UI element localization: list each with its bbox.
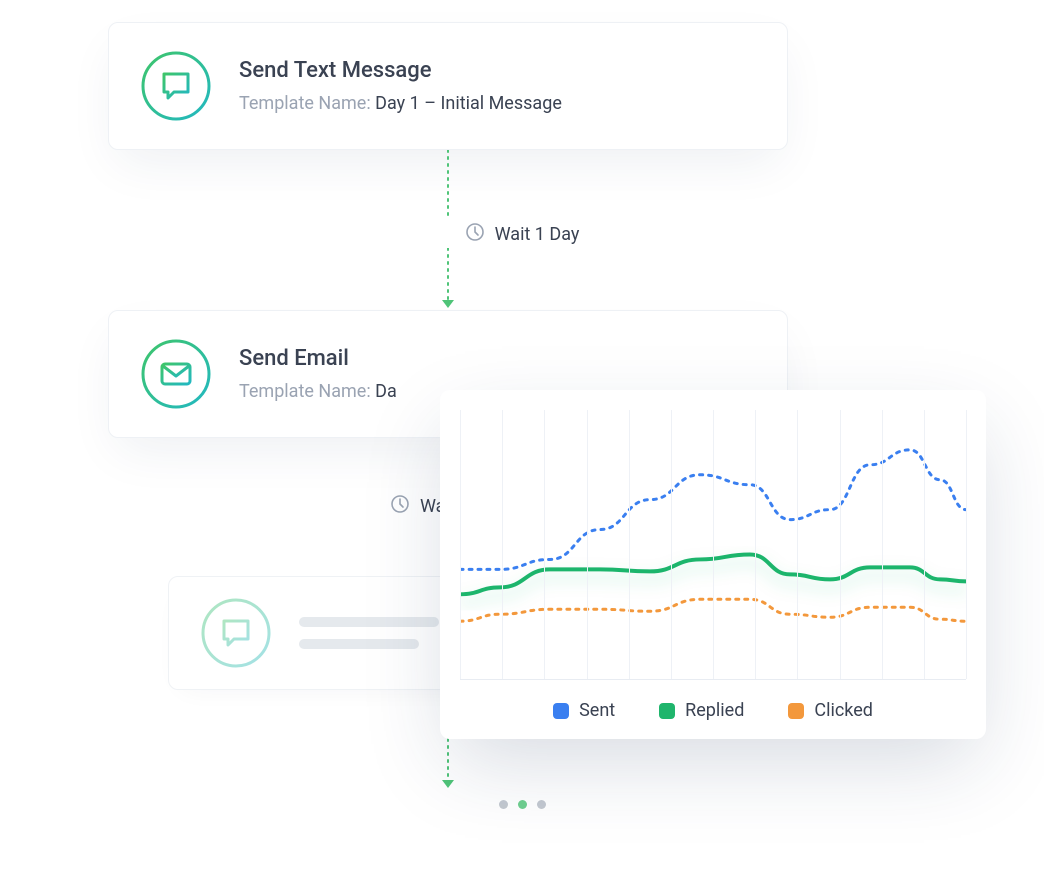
placeholder-line [299, 617, 439, 627]
step-template: Template Name: Da [239, 381, 397, 402]
more-indicator [0, 800, 1044, 809]
legend-swatch [553, 703, 569, 719]
step-template: Template Name: Day 1 – Initial Message [239, 93, 562, 114]
legend-item[interactable]: Sent [553, 700, 615, 721]
legend-swatch [788, 703, 804, 719]
connector [441, 150, 455, 218]
legend-item[interactable]: Replied [659, 700, 744, 721]
message-icon [141, 51, 211, 121]
message-icon [201, 598, 271, 668]
legend-swatch [659, 703, 675, 719]
wait-step: Wait 1 Day [0, 222, 1044, 246]
placeholder-line [299, 639, 419, 649]
clock-icon [465, 222, 485, 246]
line-chart [460, 410, 966, 680]
legend-label: Sent [579, 700, 615, 721]
clock-icon [390, 494, 410, 518]
wait-label: Wait 1 Day [495, 224, 580, 245]
legend-label: Clicked [814, 700, 873, 721]
connector [441, 248, 455, 310]
metrics-chart-card: Sent Replied Clicked [440, 390, 986, 739]
step-card-send-text[interactable]: Send Text Message Template Name: Day 1 –… [108, 22, 788, 150]
email-icon [141, 339, 211, 409]
legend-item[interactable]: Clicked [788, 700, 873, 721]
chart-legend: Sent Replied Clicked [460, 700, 966, 721]
workflow-canvas: Send Text Message Template Name: Day 1 –… [0, 0, 1044, 880]
step-title: Send Text Message [239, 58, 562, 83]
legend-label: Replied [685, 700, 744, 721]
step-title: Send Email [239, 346, 397, 371]
